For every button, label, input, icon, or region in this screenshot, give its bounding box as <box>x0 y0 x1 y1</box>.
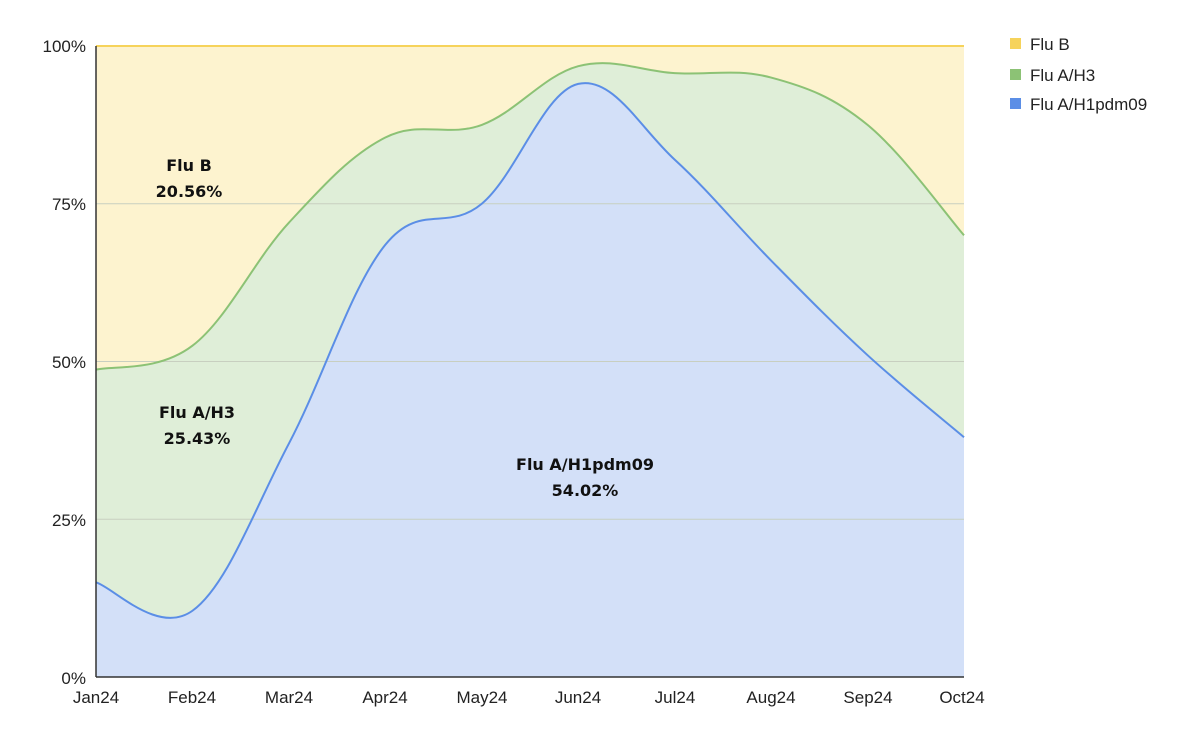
y-tick-label: 0% <box>61 669 86 688</box>
legend: Flu B Flu A/H3 Flu A/H1pdm09 <box>1010 35 1147 114</box>
legend-item-flu-b[interactable]: Flu B <box>1010 35 1070 54</box>
y-tick-label: 50% <box>52 353 86 372</box>
x-tick-label: Mar24 <box>265 688 313 707</box>
legend-swatch-flu-b <box>1010 38 1021 49</box>
legend-item-flu-a-h1pdm09[interactable]: Flu A/H1pdm09 <box>1010 95 1147 114</box>
x-tick-label: May24 <box>456 688 507 707</box>
annotation-flu-a-h1pdm09-value: 54.02% <box>552 481 619 500</box>
x-tick-label: Apr24 <box>362 688 407 707</box>
area-annotations: Flu B 20.56% Flu A/H3 25.43% Flu A/H1pdm… <box>156 156 654 500</box>
y-axis-tick-labels: 0% 25% 50% 75% 100% <box>43 37 86 688</box>
annotation-flu-b-value: 20.56% <box>156 182 223 201</box>
axes <box>95 46 964 678</box>
y-tick-label: 100% <box>43 37 86 56</box>
annotation-flu-a-h3-name: Flu A/H3 <box>159 403 235 422</box>
x-tick-label: Jan24 <box>73 688 119 707</box>
x-tick-label: Sep24 <box>843 688 892 707</box>
annotation-flu-a-h1pdm09-name: Flu A/H1pdm09 <box>516 455 654 474</box>
x-tick-label: Jun24 <box>555 688 601 707</box>
x-tick-label: Aug24 <box>746 688 795 707</box>
legend-swatch-flu-a-h3 <box>1010 69 1021 80</box>
legend-label-flu-b: Flu B <box>1030 35 1070 54</box>
legend-label-flu-a-h1pdm09: Flu A/H1pdm09 <box>1030 95 1147 114</box>
legend-swatch-flu-a-h1pdm09 <box>1010 98 1021 109</box>
area-flu-a-h1pdm09 <box>96 83 964 678</box>
x-tick-label: Oct24 <box>939 688 984 707</box>
series-lines <box>95 62 965 619</box>
legend-item-flu-a-h3[interactable]: Flu A/H3 <box>1010 66 1095 85</box>
legend-label-flu-a-h3: Flu A/H3 <box>1030 66 1095 85</box>
x-axis-tick-labels: Jan24 Feb24 Mar24 Apr24 May24 Jun24 Jul2… <box>73 688 985 707</box>
annotation-flu-a-h3-value: 25.43% <box>164 429 231 448</box>
y-tick-label: 25% <box>52 511 86 530</box>
line-flu-a-h1pdm09 <box>95 82 965 619</box>
x-tick-label: Jul24 <box>655 688 696 707</box>
annotation-flu-b-name: Flu B <box>166 156 212 175</box>
y-tick-label: 75% <box>52 195 86 214</box>
line-flu-a-h3 <box>95 62 965 371</box>
x-tick-label: Feb24 <box>168 688 216 707</box>
